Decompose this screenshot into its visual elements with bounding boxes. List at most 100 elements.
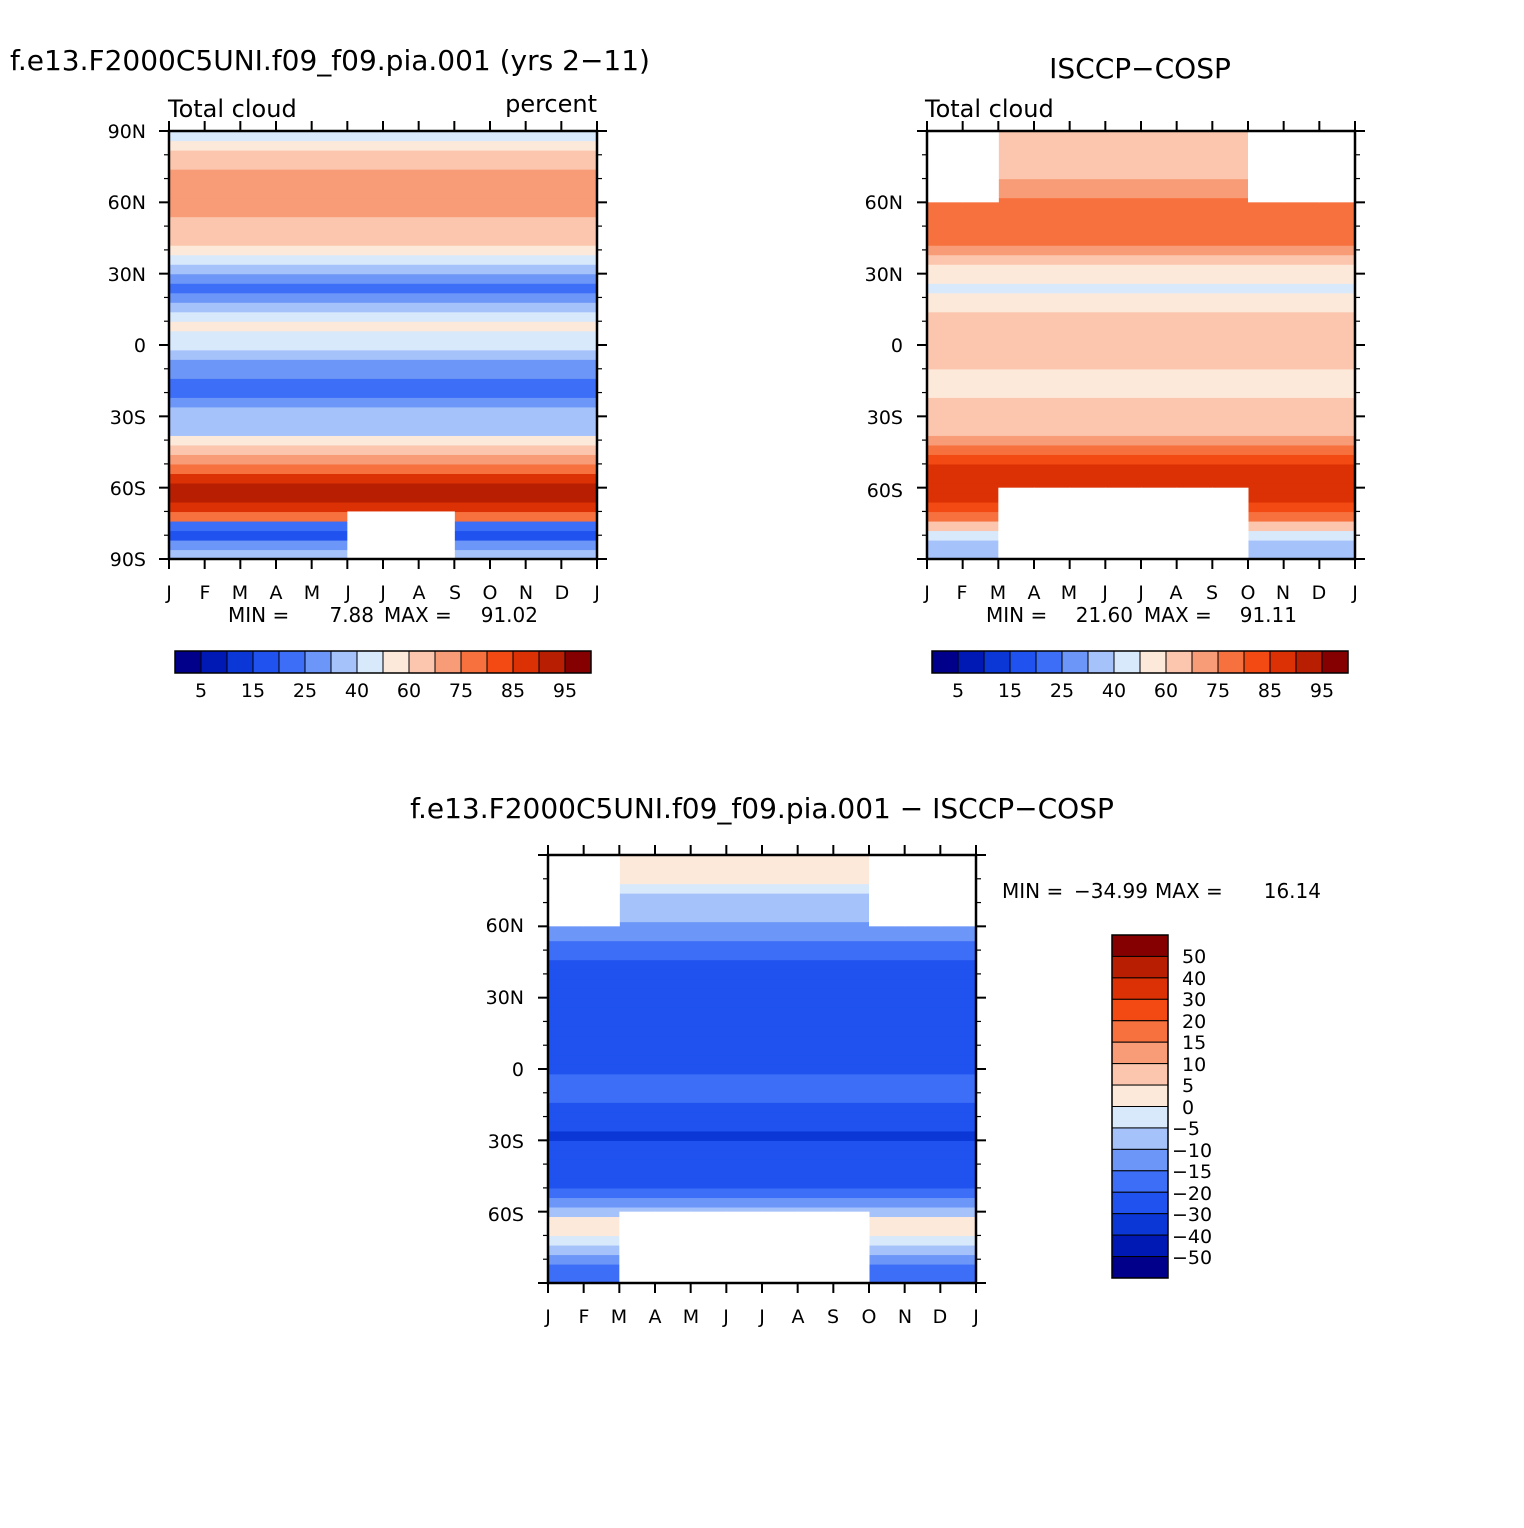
heatmap-band <box>548 1045 976 1056</box>
heatmap-band <box>548 1007 976 1018</box>
heatmap-band <box>927 311 1355 322</box>
model-minmax: MIN = 7.88 MAX = 91.02 <box>228 603 538 627</box>
heatmap-band <box>548 1130 976 1141</box>
heatmap-band <box>169 444 597 455</box>
colorbar-cell <box>200 650 228 674</box>
obs-ytick-label: 60N <box>865 192 903 214</box>
heatmap-band <box>927 292 1355 303</box>
obs-xtick-label: J <box>1101 582 1108 604</box>
colorbar-cell <box>278 650 306 674</box>
missing-data-cell <box>1319 131 1356 203</box>
model-ytick-label: 60N <box>108 192 146 214</box>
heatmap-band <box>169 235 597 246</box>
heatmap-band <box>927 368 1355 379</box>
missing-data-cell <box>1248 131 1285 203</box>
colorbar-cell <box>408 650 436 674</box>
model-xtick-label: J <box>379 582 386 604</box>
diff-x-tick-labels: J F M A M J J A S O N D J <box>544 1306 979 1328</box>
heatmap-band <box>548 969 976 980</box>
colorbar-cell <box>226 650 254 674</box>
missing-data-cell <box>797 1211 834 1283</box>
heatmap-band <box>548 883 976 894</box>
model-ytick-label: 30N <box>108 264 146 286</box>
heatmap-band <box>169 197 597 208</box>
heatmap-band <box>927 349 1355 360</box>
heatmap-band <box>927 321 1355 332</box>
model-xtick-label: M <box>304 582 320 604</box>
diff-cbar-label: −20 <box>1172 1183 1212 1205</box>
model-min-label: MIN = <box>228 603 289 627</box>
diff-colorbar <box>1111 934 1169 1279</box>
heatmap-band <box>548 1168 976 1179</box>
obs-y-tick-labels: 60N 30N 0 30S 60S <box>865 192 903 502</box>
colorbar-cell <box>252 650 280 674</box>
heatmap-band <box>927 444 1355 455</box>
model-xtick-label: A <box>413 582 426 604</box>
colorbar-cell <box>1111 1020 1169 1043</box>
colorbar-cell <box>538 650 566 674</box>
colorbar-cell <box>1139 650 1167 674</box>
colorbar-cell <box>1111 1106 1169 1129</box>
heatmap-band <box>548 1121 976 1132</box>
model-xtick-label: A <box>270 582 283 604</box>
obs-xtick-label: O <box>1241 582 1256 604</box>
diff-ytick-label: 60S <box>488 1204 524 1226</box>
colorbar-cell <box>1111 1234 1169 1258</box>
heatmap-band <box>548 864 976 875</box>
obs-x-tick-labels: J F M A M J J A S O N D J <box>923 582 1358 604</box>
heatmap-band <box>927 264 1355 275</box>
diff-xtick-label: J <box>758 1306 765 1328</box>
missing-data-cell <box>1212 487 1249 559</box>
diff-xtick-label: M <box>683 1306 699 1328</box>
diff-cbar-label: −30 <box>1172 1204 1212 1226</box>
heatmap-band <box>927 406 1355 417</box>
diff-max-value: 16.14 <box>1264 879 1321 903</box>
obs-max-label: MAX = <box>1144 603 1212 627</box>
heatmap-band <box>927 425 1355 436</box>
diff-minmax: MIN = −34.99 MAX = 16.14 <box>1002 879 1321 903</box>
colorbar-cell <box>460 650 488 674</box>
heatmap-band <box>169 216 597 227</box>
heatmap-band <box>927 178 1355 189</box>
heatmap-band <box>548 940 976 951</box>
model-xtick-label: O <box>483 582 498 604</box>
colorbar-cell <box>1111 1063 1169 1086</box>
model-right-label: percent <box>505 90 597 118</box>
heatmap-band <box>169 140 597 151</box>
heatmap-band <box>169 264 597 275</box>
colorbar-cell <box>356 650 384 674</box>
heatmap-band <box>169 397 597 408</box>
diff-xtick-label: N <box>898 1306 912 1328</box>
diff-cbar-label: 20 <box>1182 1011 1206 1033</box>
colorbar-cell <box>931 650 959 674</box>
colorbar-cell <box>983 650 1011 674</box>
model-left-label: Total cloud <box>167 95 297 123</box>
heatmap-band <box>548 1197 976 1208</box>
missing-data-cell <box>1105 487 1142 559</box>
heatmap-band <box>927 140 1355 151</box>
heatmap-band <box>927 131 1355 142</box>
model-xtick-label: J <box>593 582 600 604</box>
heatmap-band <box>927 207 1355 218</box>
heatmap-band <box>927 340 1355 351</box>
heatmap-band <box>169 425 597 436</box>
diff-cbar-label: 0 <box>1182 1097 1194 1119</box>
model-cbar-label: 85 <box>501 680 525 702</box>
colorbar-cell <box>304 650 332 674</box>
colorbar-cell <box>1111 1148 1169 1172</box>
heatmap-band <box>548 1140 976 1151</box>
model-xtick-label: N <box>519 582 533 604</box>
obs-ytick-label: 60S <box>867 480 903 502</box>
heatmap-band <box>548 1092 976 1103</box>
heatmap-band <box>548 1026 976 1037</box>
heatmap-band <box>927 273 1355 284</box>
heatmap-band <box>927 397 1355 408</box>
colorbar-cell <box>1217 650 1245 674</box>
colorbar-cell <box>1243 650 1271 674</box>
diff-min-label: MIN = <box>1002 879 1063 903</box>
heatmap-band <box>927 188 1355 199</box>
heatmap-band <box>548 1159 976 1170</box>
heatmap-band <box>548 893 976 904</box>
colorbar-cell <box>1111 934 1169 957</box>
heatmap-band <box>548 921 976 932</box>
